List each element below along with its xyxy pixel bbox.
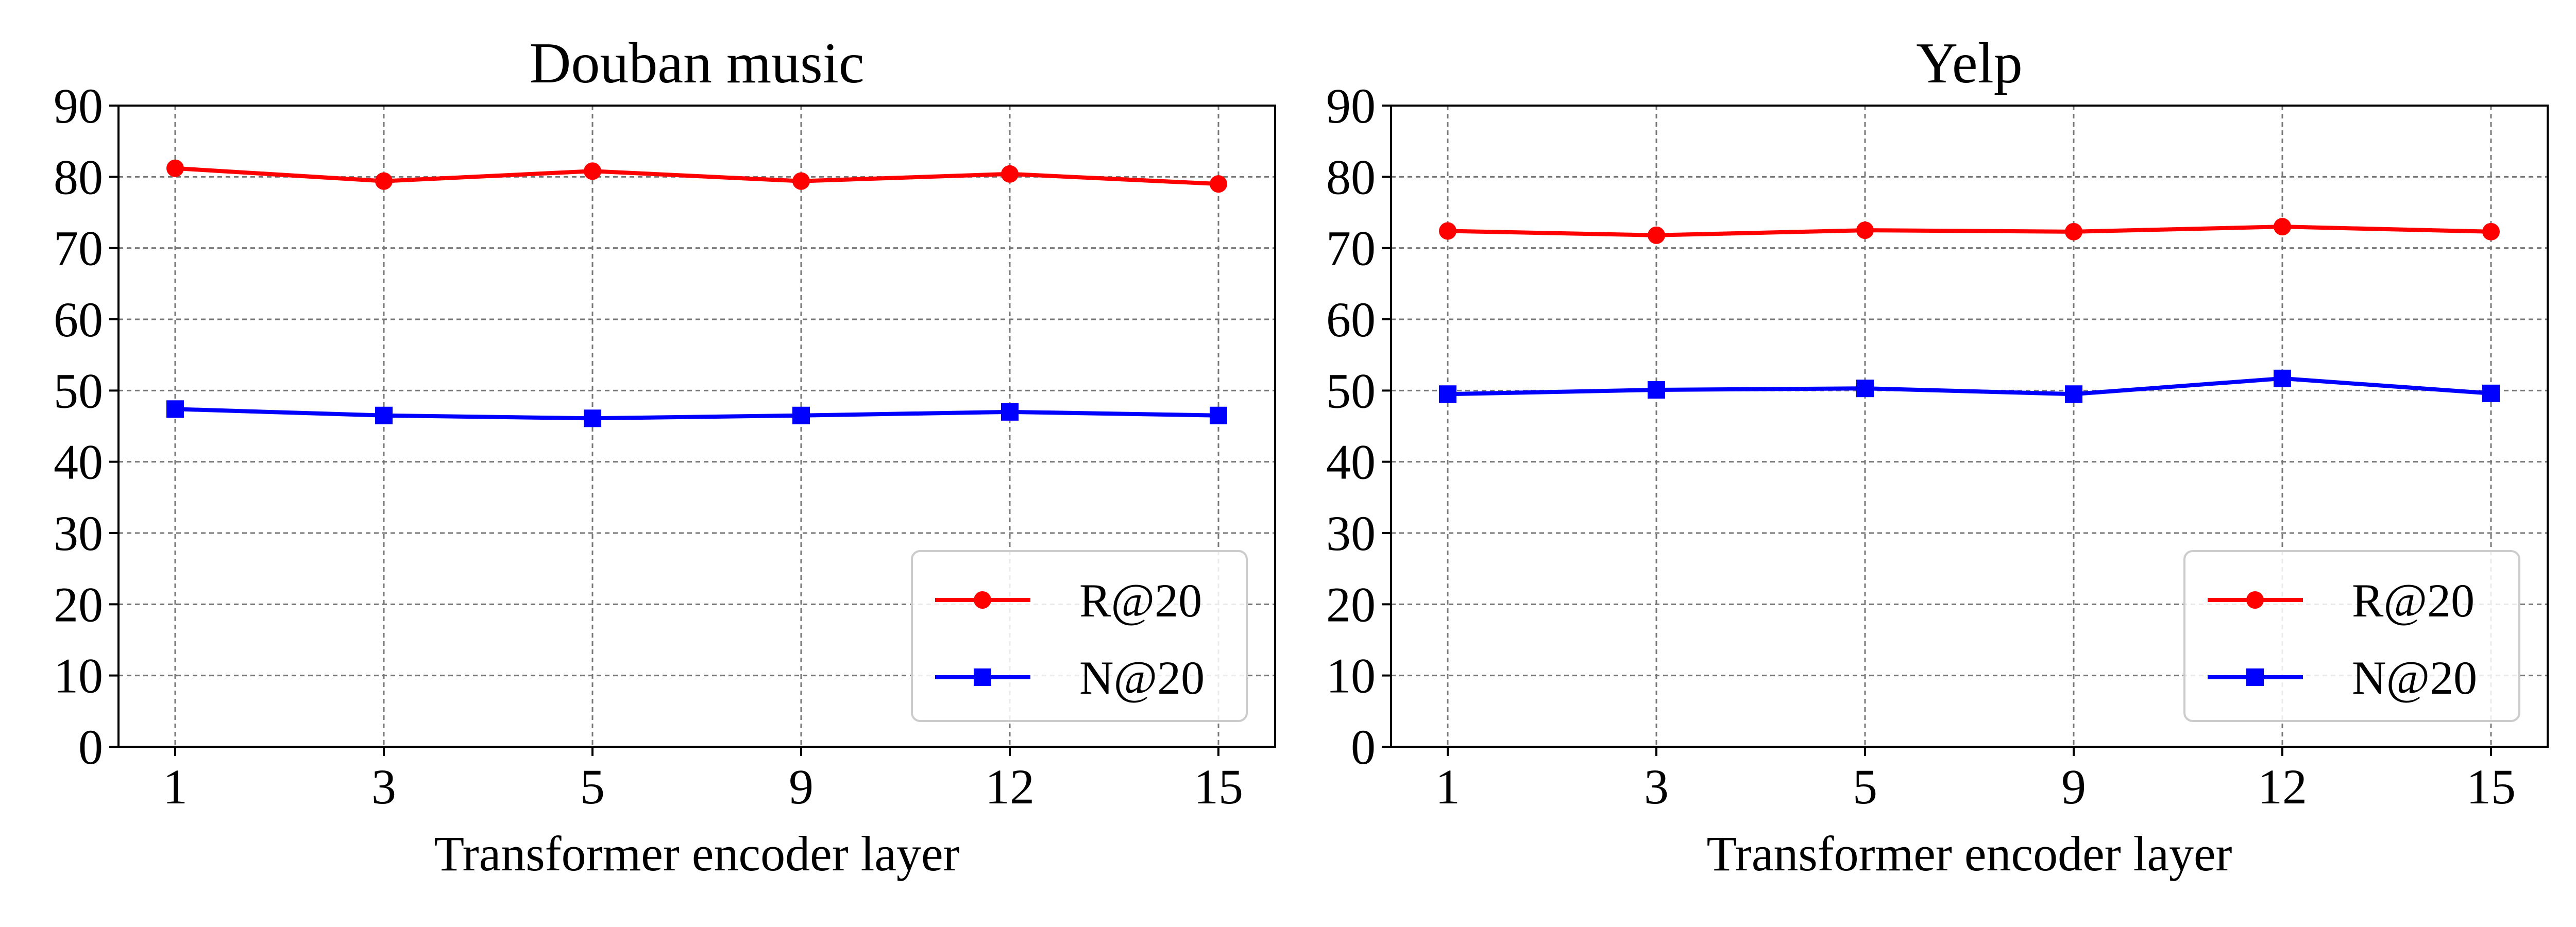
legend: R@20 N@20 [911,550,1248,722]
legend: R@20 N@20 [2183,550,2520,722]
x-tick-label: 9 [2061,759,2086,814]
plot-frame [117,105,1276,748]
data-point [1210,175,1227,193]
x-tick-label: 12 [2258,759,2307,814]
data-point [2274,218,2291,236]
y-tick-label: 80 [54,149,103,204]
data-point [2482,384,2500,402]
y-tick-label: 50 [1326,363,1376,418]
y-tick-label: 10 [54,648,103,703]
x-tick-label: 15 [1194,759,1243,814]
chart-douban-music: Douban music 0 10 20 30 40 50 60 70 80 90 1 3 5 9 12 15 T… [54,31,1276,881]
series-line [175,407,1219,421]
chart-yelp: Yelp 0 10 20 30 40 50 60 70 80 90 1 3 5 9 12 15 Transform… [1326,31,2549,881]
x-tick-label: 3 [1644,759,1669,814]
series-n-20 [1439,369,2500,403]
x-tick-label: 12 [985,759,1035,814]
data-point [1210,406,1227,424]
legend-marker [2246,591,2264,609]
y-tick-label: 50 [54,363,103,418]
series-line [1447,225,2492,237]
y-tick-label: 30 [54,506,103,561]
series-n-20 [166,400,1227,427]
data-point [2274,369,2291,387]
data-point [375,406,393,424]
data-point [1856,380,1874,398]
y-tick-label: 10 [1326,648,1376,703]
data-point [2065,385,2082,403]
legend-marker [974,591,991,609]
data-point [2482,222,2500,241]
data-point [2065,222,2082,241]
series-r-20 [1439,218,2500,244]
plot-frame [1390,105,2549,748]
legend-marker [2246,668,2264,686]
x-tick-label: 5 [580,759,605,814]
y-tick-label: 0 [78,719,103,775]
data-point [792,172,810,190]
y-tick-label: 30 [1326,506,1376,561]
y-tick-label: 40 [1326,435,1376,490]
y-tick-label: 60 [1326,292,1376,347]
y-tick-label: 90 [54,78,103,133]
data-point [166,400,184,418]
data-point [584,162,601,180]
data-point [1856,221,1874,239]
data-point [166,159,184,177]
data-point [1648,381,1665,399]
y-tick-label: 70 [54,221,103,276]
legend-label: N@20 [1079,651,1205,704]
data-point [375,172,393,190]
series-line [175,166,1219,186]
data-point [1439,222,1456,240]
y-tick-label: 70 [1326,221,1376,276]
x-tick-label: 1 [163,759,188,814]
legend-marker [974,668,991,686]
legend-label: R@20 [1079,574,1202,627]
legend-label: N@20 [2352,651,2477,704]
data-point [792,406,810,424]
x-tick-label: 9 [789,759,814,814]
data-point [584,409,601,427]
data-point [1001,165,1019,183]
x-tick-label: 15 [2466,759,2516,814]
x-tick-label: 5 [1853,759,1877,814]
y-tick-label: 90 [1326,78,1376,133]
chart-title: Yelp [1916,31,2023,95]
data-point [1648,226,1665,244]
x-axis-label: Transformer encoder layer [1706,826,2232,881]
data-point [1001,403,1019,421]
y-tick-label: 0 [1351,719,1376,775]
x-tick-label: 1 [1435,759,1460,814]
chart-title: Douban music [529,31,864,95]
data-point [1439,385,1456,403]
y-tick-label: 40 [54,435,103,490]
series-line [1447,376,2492,397]
y-tick-label: 80 [1326,149,1376,204]
y-tick-label: 20 [54,577,103,632]
series-r-20 [166,159,1227,193]
x-tick-label: 3 [371,759,396,814]
y-tick-label: 60 [54,292,103,347]
x-axis-label: Transformer encoder layer [434,826,959,881]
legend-label: R@20 [2352,574,2475,627]
y-tick-label: 20 [1326,577,1376,632]
